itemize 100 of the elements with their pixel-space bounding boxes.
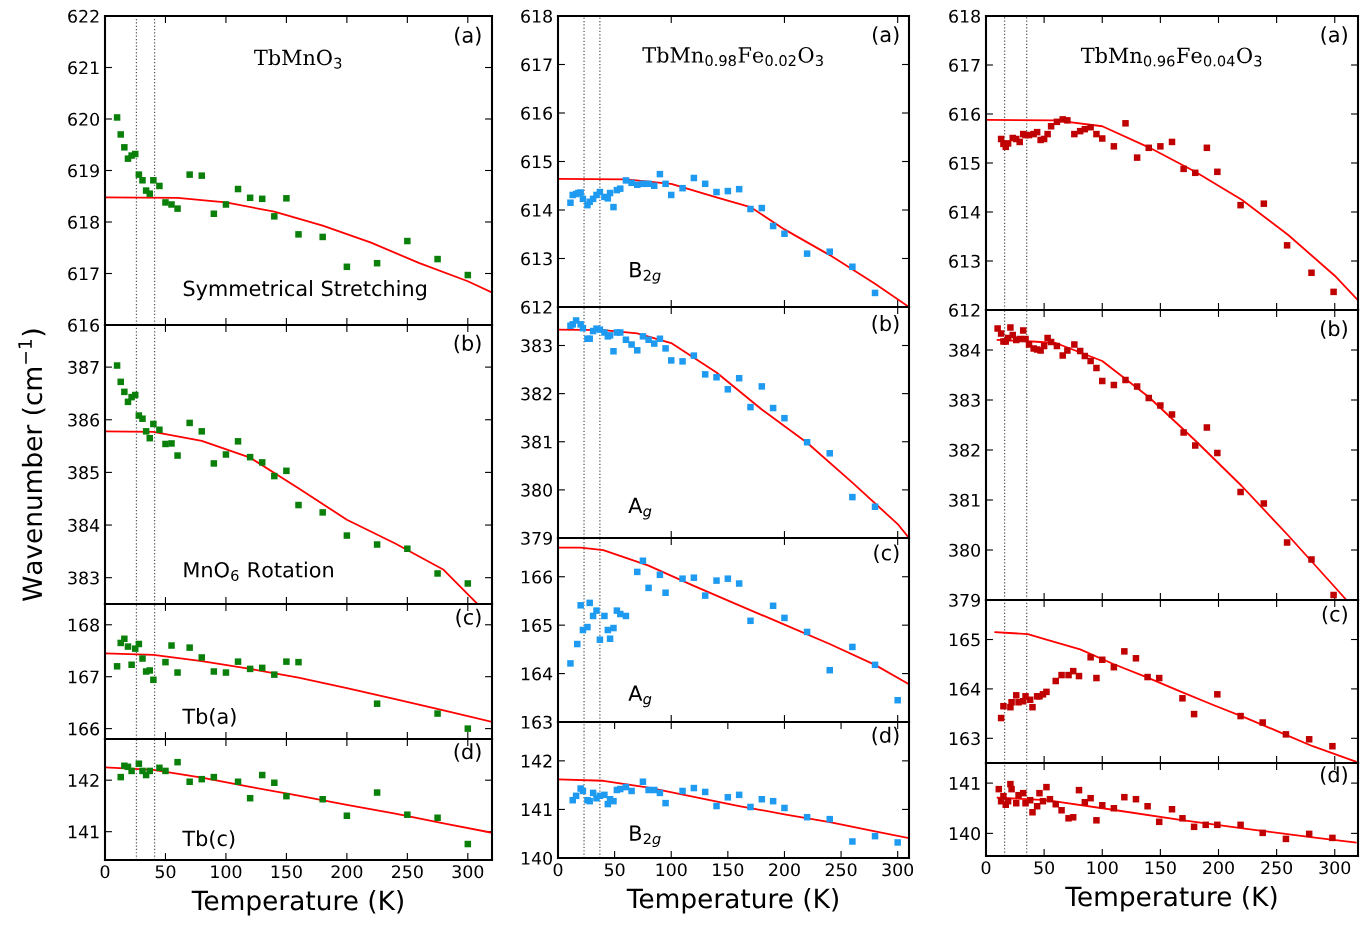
annotation: (c) [456,608,481,628]
y-tick-label: 619 [68,164,99,178]
y-tick-label: 615 [949,156,980,170]
y-tick-label: 141 [521,803,552,817]
annotation: (d) [454,743,481,762]
y-tick-label: 142 [68,773,99,787]
x-tick-label: 250 [392,865,423,879]
y-tick-label: 165 [521,618,552,632]
annotation: MnO$_{6}$ Rotation [184,561,333,581]
annotation: (c) [1322,605,1347,625]
y-tick-label: 164 [521,667,553,681]
y-tick-label: 384 [68,518,100,532]
y-tick-label: 620 [68,112,99,126]
x-tick-label: 300 [1319,861,1351,875]
y-tick-label: 385 [68,466,99,480]
x-tick-label: 0 [981,861,991,875]
x-tick-label: 250 [1261,861,1293,875]
x-tick-label: 200 [331,865,363,879]
annotation: Symmetrical Stretching [183,280,426,301]
annotation: (b) [454,334,481,354]
y-tick-label: 387 [68,360,99,374]
y-tick-label: 381 [521,435,552,449]
y-tick-label: 618 [949,9,980,23]
x-tick-label: 300 [882,863,914,877]
y-tick-label: 383 [521,339,552,353]
x-tick-label: 0 [100,865,110,879]
x-tick-label: 150 [1145,861,1176,875]
x-tick-label: 300 [452,865,484,879]
y-tick-label: 380 [949,543,980,557]
x-axis-title: Temperature (K) [1065,886,1277,912]
y-tick-label: 616 [949,107,981,121]
text: TbMn$_{0.98}$Fe$_{0.02}$O$_{3}$ [642,46,823,67]
y-tick-label: 612 [949,303,980,317]
annotation: B$_{2g}$ [630,825,661,848]
y-tick-label: 379 [521,531,552,545]
y-tick-label: 614 [521,203,553,217]
x-tick-label: 0 [553,863,563,877]
y-tick-label: 166 [521,570,553,584]
x-tick-label: 200 [1203,861,1234,875]
annotation: Tb(a) [182,708,236,727]
y-tick-label: 379 [949,593,980,607]
y-tick-label: 140 [949,827,980,841]
y-tick-label: 621 [68,61,99,75]
annotation: A$_{g}$ [628,685,652,708]
y-tick-label: 380 [521,483,552,497]
y-tick-label: 141 [949,777,980,790]
annotation: (d) [872,726,899,746]
x-tick-label: 100 [1087,861,1118,875]
y-tick-label: 164 [949,682,981,696]
annotation: (a) [455,26,481,46]
y-tick-label: 383 [68,571,99,585]
annotation: (a) [872,26,899,45]
y-tick-label: 614 [949,205,981,219]
x-tick-label: 250 [825,863,857,877]
y-tick-label: 616 [521,106,553,120]
y-tick-label: 166 [68,722,100,736]
y-tick-label: 381 [949,493,980,507]
y-tick-label: 616 [68,318,100,332]
y-tick-label: 384 [949,343,981,357]
y-tick-label: 613 [521,252,552,266]
x-axis-title: Temperature (K) [626,888,838,914]
y-tick-label: 615 [521,155,552,169]
y-tick-label: 622 [68,9,99,23]
text: TbMnO$_{3}$ [254,49,342,69]
y-tick-label: 383 [949,393,980,407]
y-tick-label: 617 [521,58,552,72]
y-tick-label: 141 [68,825,99,839]
y-tick-label: 168 [68,618,99,632]
annotation: (b) [872,315,899,334]
annotation: A$_{g}$ [628,497,652,520]
y-tick-label: 140 [521,851,552,865]
annotation: Tb(c) [182,830,235,849]
x-tick-label: 100 [211,865,242,879]
y-tick-label: 163 [949,732,980,746]
annotation: (d) [1321,766,1347,785]
y-tick-label: 167 [68,670,99,684]
y-tick-label: 386 [68,413,100,427]
text: TbMn$_{0.96}$Fe$_{0.04}$O$_{3}$ [1080,47,1262,67]
x-tick-label: 50 [155,865,176,879]
y-tick-label: 165 [949,633,980,647]
y-tick-label: 163 [521,715,552,729]
x-tick-label: 150 [271,865,302,879]
y-tick-label: 382 [521,387,552,401]
x-axis-title: Temperature (K) [191,890,403,916]
y-tick-label: 618 [521,9,552,23]
y-tick-label: 618 [68,215,99,229]
x-tick-label: 50 [604,863,625,877]
annotation: (a) [1321,26,1347,45]
y-axis-title: Wavenumber (cm$^{−1}$) [18,329,46,601]
x-tick-label: 100 [656,863,687,877]
y-tick-label: 382 [949,443,980,457]
x-tick-label: 200 [769,863,800,877]
annotation: B$_{2g}$ [630,262,661,284]
x-tick-label: 50 [1034,861,1055,875]
y-tick-label: 612 [521,300,552,314]
y-tick-label: 617 [949,58,980,72]
y-tick-label: 142 [521,754,552,768]
annotation: (b) [1321,320,1347,339]
x-tick-label: 150 [713,863,744,877]
y-tick-label: 617 [68,267,99,281]
